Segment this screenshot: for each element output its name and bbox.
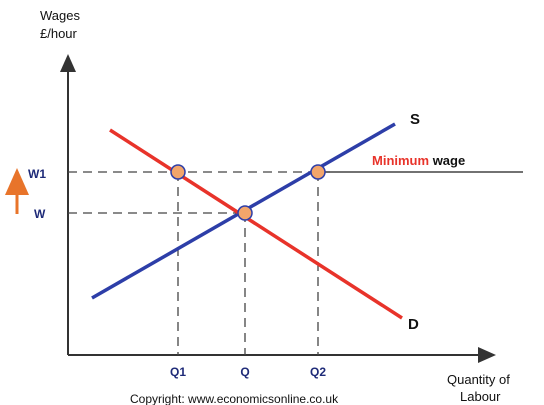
- wage-word: wage: [432, 153, 466, 168]
- minimum-word: Minimum: [372, 153, 429, 168]
- y-axis-label: Wages: [40, 8, 80, 23]
- demand-curve: [109, 128, 403, 320]
- y-axis-label: £/hour: [40, 26, 78, 41]
- supply-label: S: [410, 111, 420, 128]
- x-axis-label: Labour: [460, 389, 501, 404]
- quantity-level-label: Q2: [310, 365, 326, 379]
- wage-level-label: W: [34, 207, 46, 221]
- x-axis-label: Quantity of: [447, 372, 510, 387]
- copyright: Copyright: www.economicsonline.co.uk: [130, 392, 339, 405]
- point: [170, 164, 186, 180]
- wage-level-label: W1: [28, 167, 46, 181]
- demand-label: D: [408, 316, 419, 333]
- point: [237, 205, 253, 221]
- quantity-level-label: Q: [240, 365, 249, 379]
- minimum-wage-label: Minimum wage: [372, 153, 465, 168]
- point: [310, 164, 326, 180]
- quantity-level-label: Q1: [170, 365, 186, 379]
